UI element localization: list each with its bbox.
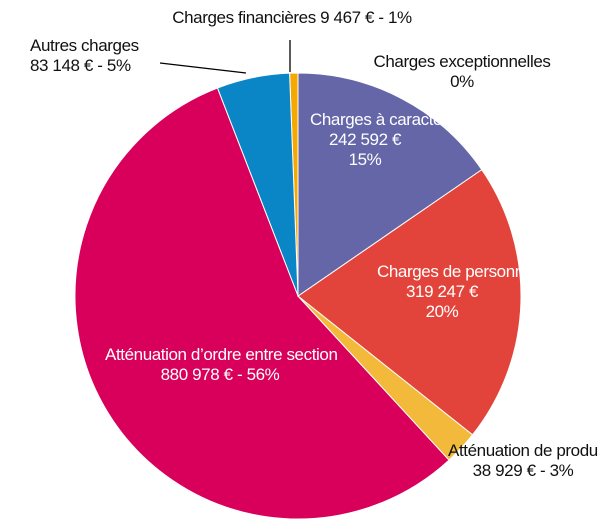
slice-separator: - [535, 461, 550, 480]
slice-percent: 3% [549, 461, 574, 480]
slice-name: Charges à caractère général [310, 110, 515, 129]
pie-slice [74, 87, 450, 520]
slice-percent: 1% [387, 8, 412, 27]
slice-separator: - [92, 56, 107, 75]
slice-label: Atténuation d’ordre entre section 880 978… [105, 345, 338, 385]
slice-value: 319 247 € [405, 282, 479, 301]
slice-separator: - [232, 365, 247, 384]
slice-percent: 5% [106, 56, 131, 75]
slice-label: Charges financières 9 467 € - 1% [112, 8, 472, 28]
slice-percent: 56% [246, 365, 280, 384]
pie-slice [297, 168, 522, 436]
slice-name: Charges exceptionnelles [373, 52, 551, 71]
slice-label: Atténuation de produits 38 929 € - 3% [448, 441, 598, 481]
slice-name: Atténuation de produits [448, 441, 598, 460]
pie-slice [297, 72, 483, 297]
slice-label: Charges à caractère général 242 592 €15% [310, 110, 515, 170]
slice-value: 9 467 € [320, 8, 375, 27]
slice-percent: 15% [348, 150, 382, 169]
slice-name: Charges de personnel [377, 262, 537, 281]
slice-label: Charges exceptionnelles 0% [332, 52, 592, 92]
leader-line [159, 62, 247, 74]
slice-value: 38 929 € [472, 461, 536, 480]
slice-name: Charges financières [172, 8, 316, 27]
slice-label: Autres charges 83 148 € - 5% [30, 36, 180, 76]
slice-name: Autres charges [30, 36, 139, 55]
slice-value: 880 978 € [160, 365, 233, 384]
slice-value: 242 592 € [328, 130, 402, 149]
slice-percent: 20% [425, 302, 459, 321]
slice-name: Atténuation d’ordre entre section [105, 345, 338, 364]
slice-label: Charges de personnel 319 247 €20% [377, 262, 537, 322]
slice-percent: 0% [450, 72, 474, 91]
slice-value: 83 148 € [30, 56, 93, 75]
slice-separator: - [374, 8, 388, 27]
